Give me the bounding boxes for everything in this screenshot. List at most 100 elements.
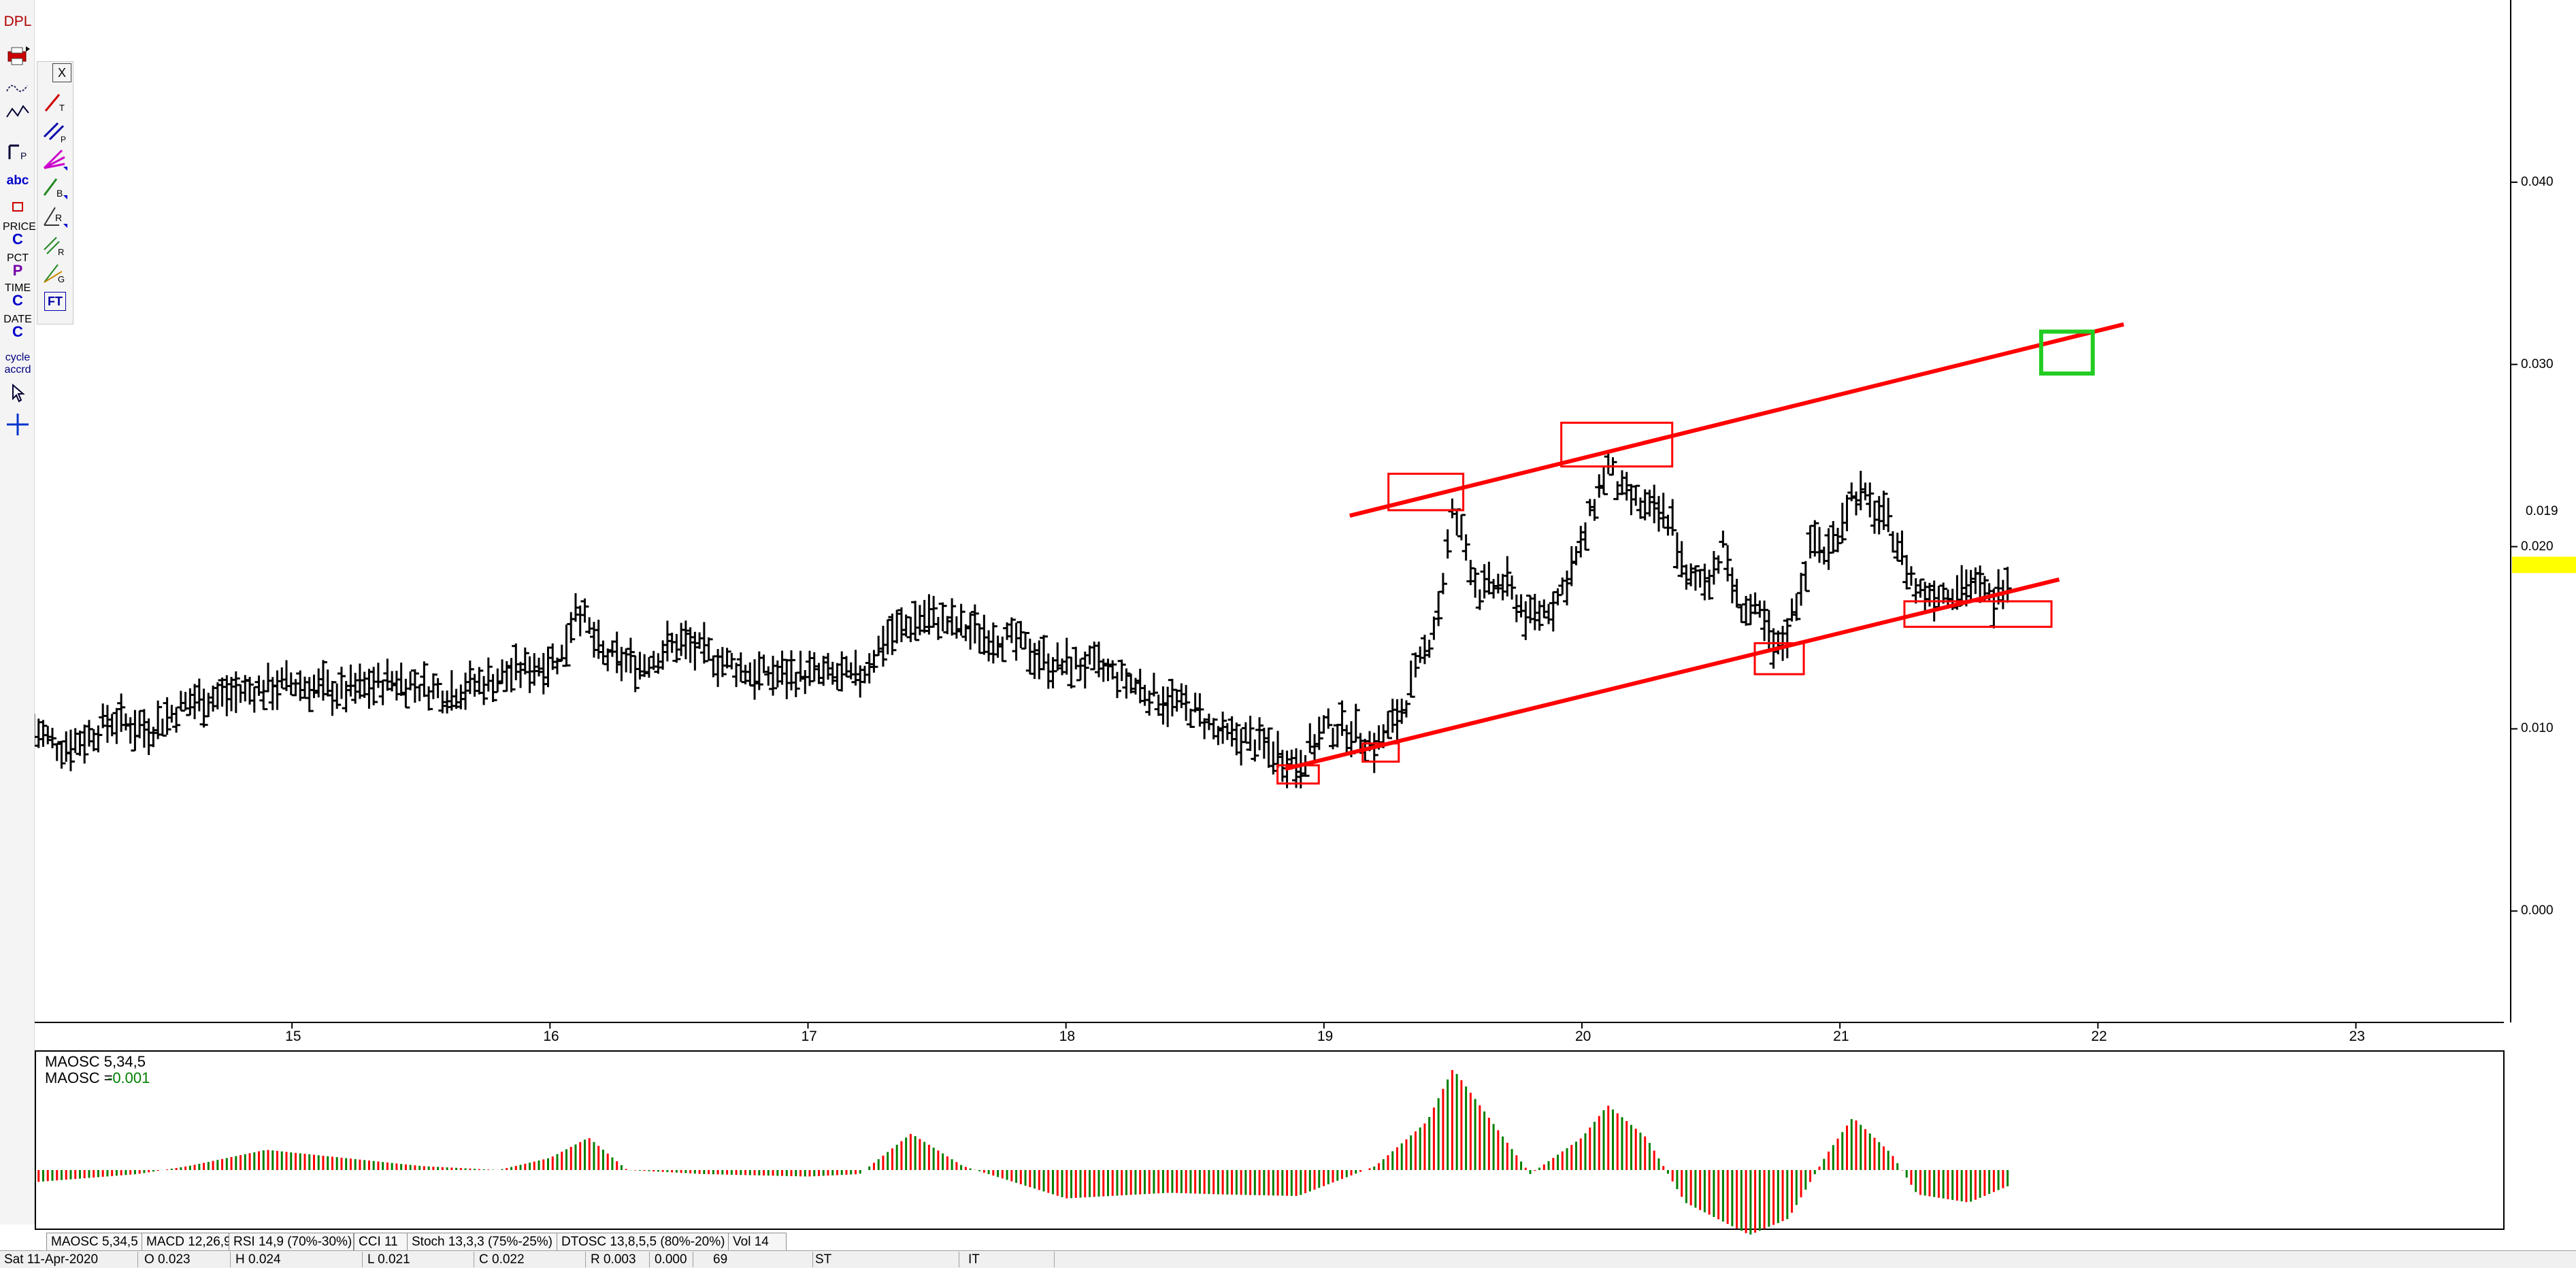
price-bar [1879,490,1888,531]
target-box[interactable] [2038,329,2095,376]
price-bar [1843,495,1851,531]
fan-lines-tool[interactable] [42,148,69,173]
price-bar [1856,471,1865,511]
price-bar [333,683,342,709]
price-bars [30,452,2012,788]
cycle-tool-label[interactable]: cycle [5,352,31,363]
price-bar [989,622,997,664]
parallel-lines-p-tool[interactable]: P [42,119,69,145]
marker-boxes[interactable] [1276,329,2095,785]
pointer-icon[interactable] [3,383,33,406]
channel-upper-line[interactable] [1349,322,2124,518]
price-bar [1264,727,1273,768]
price-bar [34,718,43,748]
marker-box[interactable] [1361,742,1400,763]
marker-box[interactable] [1276,764,1320,785]
time-tool-label[interactable]: TIME [4,282,31,294]
marker-box[interactable] [1387,472,1465,512]
price-bar [163,697,171,735]
price-bar [1438,573,1447,595]
marker-box[interactable] [1560,421,1674,468]
price-bar [727,652,736,670]
price-bar [1140,684,1149,706]
price-bar [1388,699,1397,733]
indicator-tab[interactable]: DTOSC 13,8,5,5 (80%-20%) [557,1233,729,1252]
price-bar [1255,717,1264,750]
regression-r-tool[interactable]: R [42,233,69,259]
price-bar [264,663,273,693]
trendline-t-tool[interactable]: T [42,90,69,116]
price-bar [44,726,52,745]
pitchfork-p-icon[interactable]: P [3,143,33,165]
accrd-tool-label[interactable]: accrd [4,364,31,376]
time-c-icon[interactable]: C [12,292,23,309]
price-bar [897,607,906,642]
price-bar [667,633,676,653]
price-bar [594,619,603,659]
price-bar [1595,474,1604,498]
close-panel-button[interactable]: X [52,63,71,82]
date-tool-label[interactable]: DATE [3,314,32,325]
status-low: L 0.021 [363,1252,474,1267]
printer-icon[interactable] [3,46,33,70]
price-bar [1760,600,1769,641]
text-tool-button[interactable]: abc [6,173,29,188]
price-bar [1072,646,1080,670]
price-bar [52,742,61,761]
price-bar [1237,729,1246,766]
price-bar [1232,722,1241,756]
status-open: O 0.023 [140,1252,231,1267]
status-count: 69 [709,1252,813,1267]
trend-channel[interactable] [1285,322,2124,771]
pct-tool-label[interactable]: PCT [7,252,29,264]
price-bar [465,660,474,695]
price-bar [415,684,424,701]
ft-tool[interactable]: FT [44,292,66,311]
price-bar [833,663,842,690]
price-bar [585,617,594,635]
indicator-tab[interactable]: RSI 14,9 (70%-30%) [229,1233,354,1252]
price-bar [1475,589,1484,610]
channel-lower-line[interactable] [1285,577,2060,771]
indicator-tab[interactable]: Vol 14 [728,1233,787,1252]
date-c-icon[interactable]: C [12,323,23,340]
svg-text:B: B [56,188,63,199]
ratio-r-tool[interactable]: R [42,205,69,231]
marker-box[interactable] [1903,600,2053,628]
indicator-tab[interactable]: MACD 12,26,9 [142,1233,231,1252]
rectangle-icon[interactable] [3,200,33,217]
gann-g-tool[interactable]: G [42,262,69,288]
price-bar [199,688,208,728]
indicator-tab[interactable]: Stoch 13,3,3 (75%-25%) [407,1233,558,1252]
status-change: 0.000 [650,1252,693,1267]
price-bar [457,684,465,710]
price-bar [548,643,557,670]
symbol-label[interactable]: DPL [3,14,32,29]
price-axis-label: 0.010 [2521,721,2554,736]
time-axis-label: 19 [1317,1029,1334,1044]
indicator-tab[interactable]: MAOSC 5,34,5 [46,1233,144,1252]
price-bar [89,729,98,752]
price-bar [425,686,433,711]
price-bar [62,731,71,762]
price-bar [433,678,442,699]
price-bar [1847,482,1856,501]
price-bar [1159,686,1168,725]
pct-p-icon[interactable]: P [12,262,23,279]
price-bar [612,631,621,673]
price-bar [1090,641,1099,671]
price-bar [149,727,158,748]
crosshair-icon[interactable] [3,412,33,440]
price-bar [1811,520,1819,557]
price-tool-label[interactable]: PRICE [3,221,36,233]
price-bar [351,673,360,704]
wave-indicator-icon[interactable] [3,80,33,99]
indicator-tab[interactable]: CCI 11 [354,1233,408,1252]
zigzag-icon[interactable] [3,102,33,126]
price-c-icon[interactable]: C [12,231,23,248]
price-bar [732,663,741,688]
bands-b-tool[interactable]: B [42,176,69,202]
marker-box[interactable] [1753,642,1805,675]
price-axis-label: 0.020 [2521,539,2554,554]
